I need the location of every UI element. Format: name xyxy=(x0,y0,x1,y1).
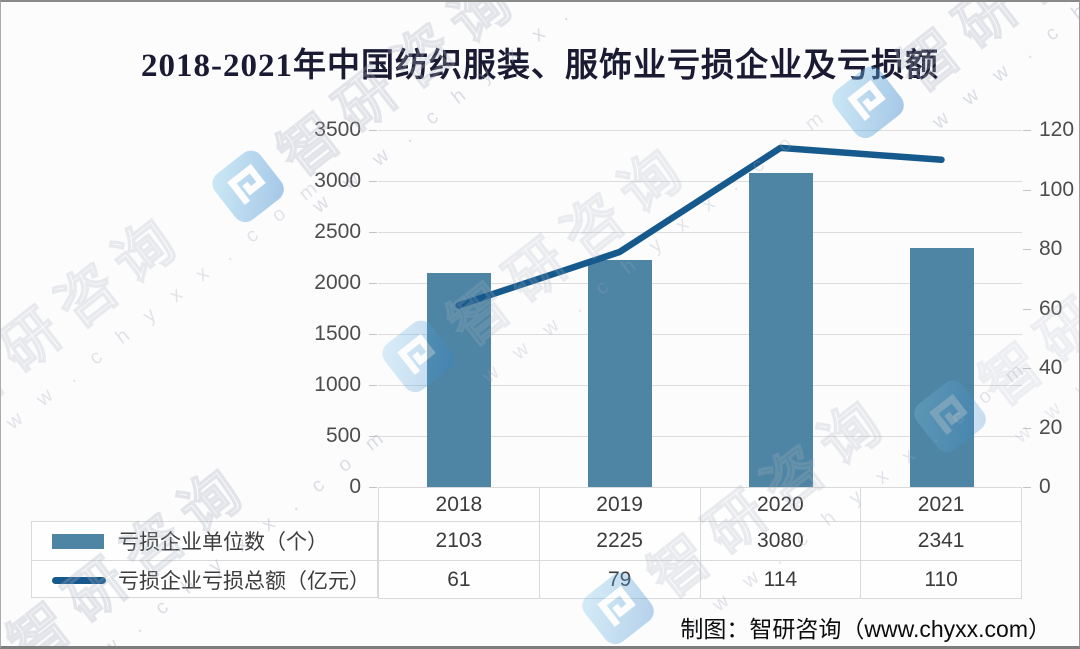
secondary-y-axis-tick-label: 20 xyxy=(1039,415,1063,439)
table-row-bar-values: 2103 2225 3080 2341 xyxy=(378,521,1022,561)
loss-amount-line xyxy=(455,144,945,309)
y-axis-tickmark xyxy=(369,487,377,488)
y-axis-tickmark xyxy=(369,130,377,131)
legend-item-line-series: 亏损企业亏损总额（亿元） xyxy=(32,560,377,599)
y-axis-tick-label: 1500 xyxy=(314,322,361,345)
y-axis-tickmark xyxy=(369,232,377,233)
secondary-y-axis-tickmark xyxy=(1023,249,1031,250)
table-cell: 2103 xyxy=(378,521,540,561)
table-cell: 2018 xyxy=(378,487,540,522)
secondary-y-axis-tick-label: 40 xyxy=(1039,356,1063,379)
secondary-y-axis-tickmark xyxy=(1023,189,1031,191)
table-cell: 2225 xyxy=(538,521,701,561)
table-cell: 3080 xyxy=(699,521,862,561)
bar-series-swatch-icon xyxy=(52,533,104,549)
secondary-y-axis-tickmark xyxy=(1023,368,1031,369)
gridline xyxy=(378,333,1022,335)
attribution-text: 制图：智研咨询（www.chyxx.com） xyxy=(680,616,1051,642)
y-axis-tick-label: 3500 xyxy=(314,118,361,141)
secondary-y-axis-tickmark xyxy=(1023,487,1031,488)
secondary-y-axis-tick-label: 100 xyxy=(1039,177,1075,201)
y-axis-tickmark xyxy=(369,283,377,284)
secondary-y-axis-tickmark xyxy=(1023,130,1031,131)
y-axis-tick-label: 0 xyxy=(349,475,361,498)
gridline xyxy=(378,384,1022,386)
secondary-y-axis-tick-label: 120 xyxy=(1039,118,1075,141)
table-cell: 2019 xyxy=(538,487,701,522)
table-cell: 79 xyxy=(538,560,701,599)
table-cell: 110 xyxy=(860,560,1022,599)
y-axis-tickmark xyxy=(369,385,377,386)
y-axis-tick-label: 2000 xyxy=(314,271,361,294)
table-row-line-values: 61 79 114 110 xyxy=(378,560,1022,599)
gridline xyxy=(378,180,1022,182)
line-series-swatch-icon xyxy=(52,576,106,584)
chart-title: 2018-2021年中国纺织服装、服饰业亏损企业及亏损额 xyxy=(141,48,939,84)
y-axis-tickmark xyxy=(369,181,377,182)
gridline xyxy=(378,231,1022,233)
y-axis-tickmark xyxy=(369,334,377,335)
bar-2020 xyxy=(748,172,813,487)
plot-area xyxy=(378,129,1022,488)
legend-item-bar-series: 亏损企业单位数（个） xyxy=(32,522,377,560)
legend-label-line-series: 亏损企业亏损总额（亿元） xyxy=(118,570,370,593)
line-series xyxy=(455,144,945,309)
y-axis-tick-label: 1000 xyxy=(314,373,361,396)
y-axis-tick-label: 2500 xyxy=(314,220,361,243)
secondary-y-axis-tickmark xyxy=(1023,427,1031,429)
gridline xyxy=(378,435,1022,437)
chart-legend: 亏损企业单位数（个） 亏损企业亏损总额（亿元） xyxy=(31,521,378,598)
y-axis-tick-label: 500 xyxy=(325,424,361,447)
secondary-y-axis-tick-label: 60 xyxy=(1039,296,1063,320)
data-table: 2018 2019 2020 2021 2103 2225 3080 2341 61 79 114 1… xyxy=(378,487,1022,599)
bar-2019 xyxy=(587,260,652,487)
table-cell: 2341 xyxy=(860,521,1022,561)
secondary-y-axis-tickmark xyxy=(1023,308,1031,310)
y-axis-tick-label: 3000 xyxy=(314,169,361,192)
y-axis-tickmark xyxy=(369,436,377,437)
table-cell: 61 xyxy=(378,560,540,599)
gridline xyxy=(378,129,1022,131)
table-row-years: 2018 2019 2020 2021 xyxy=(378,487,1022,522)
legend-label-bar-series: 亏损企业单位数（个） xyxy=(118,531,328,554)
table-cell: 2021 xyxy=(860,487,1022,522)
secondary-y-axis-tick-label: 0 xyxy=(1039,475,1051,498)
secondary-y-axis-tick-label: 80 xyxy=(1039,237,1063,260)
table-cell: 2020 xyxy=(699,487,862,522)
table-cell: 114 xyxy=(699,560,862,599)
gridline xyxy=(378,282,1022,284)
